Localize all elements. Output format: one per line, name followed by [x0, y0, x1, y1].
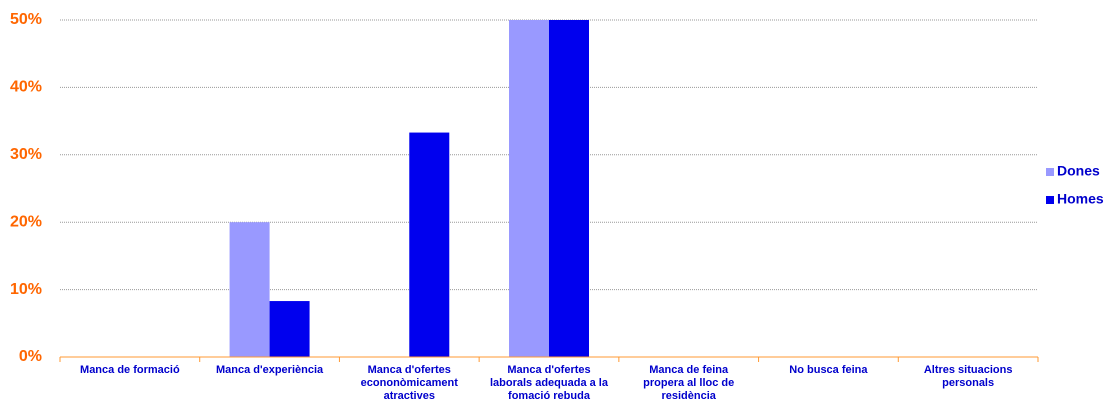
- y-tick-label: 20%: [10, 213, 42, 230]
- legend-swatch: [1046, 168, 1054, 176]
- y-tick-label: 30%: [10, 146, 42, 163]
- y-tick-label: 40%: [10, 79, 42, 96]
- y-tick-label: 0%: [19, 348, 42, 365]
- x-tick-label: Altres situacions personals: [923, 364, 1013, 389]
- legend-label: Homes: [1057, 191, 1104, 207]
- bar: [229, 222, 270, 357]
- x-tick-label: Manca d'ofertes laborals adequada a la f…: [489, 364, 608, 402]
- bar: [269, 301, 310, 357]
- bar: [509, 20, 549, 357]
- x-tick-label: No busca feina: [789, 364, 868, 376]
- x-tick-label: Manca de feina propera al lloc de residè…: [643, 364, 735, 402]
- x-tick-label: Manca d'ofertes econonòmicament atractiv…: [360, 364, 458, 402]
- legend-swatch: [1046, 196, 1054, 204]
- y-tick-label: 10%: [10, 281, 42, 298]
- legend-label: Dones: [1057, 163, 1100, 179]
- x-tick-label: Manca d'experiència: [215, 364, 324, 376]
- y-tick-label: 50%: [10, 11, 42, 28]
- bar: [549, 20, 589, 357]
- bar: [409, 132, 450, 357]
- x-tick-label: Manca de formació: [80, 364, 180, 376]
